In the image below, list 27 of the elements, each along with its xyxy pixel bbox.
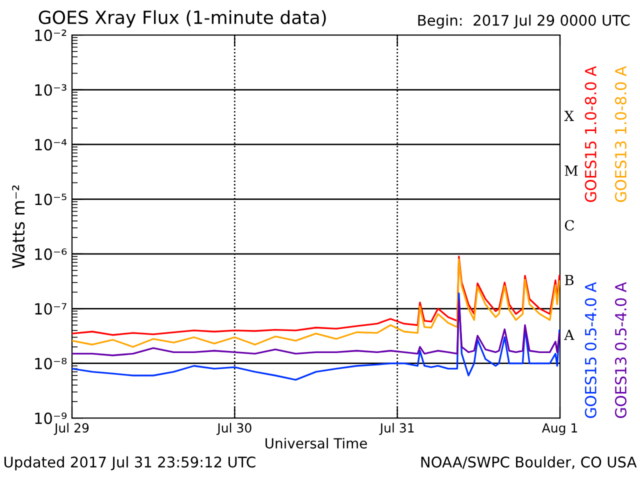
y-tick-label: 10⁻³ (35, 84, 66, 96)
text: NOAA/SWPC Boulder, CO USA (421, 456, 637, 470)
y-axis-title: Watts m⁻² (12, 185, 25, 268)
text: GOES13 0.5-4.0 A (614, 282, 627, 418)
y-tick-label: 10⁻⁸ (35, 358, 67, 370)
text: GOES15 0.5-4.0 A (584, 282, 596, 418)
text: GOES15 1.0-8.0 A (584, 66, 596, 202)
y-tick-label: 10⁻⁶ (35, 248, 67, 260)
chart-subtitle: Begin: 2017 Jul 29 0000 UTC (418, 14, 630, 29)
x-tick-label: Jul 29 (54, 422, 89, 435)
y-tick-label: 10⁻⁴ (35, 138, 67, 150)
text: Updated 2017 Jul 31 23:59:12 UTC (4, 456, 256, 470)
text: X (564, 110, 574, 121)
x-tick-label: Jul 30 (216, 422, 252, 435)
y-tick-label: 10⁻² (35, 30, 66, 42)
text: C (564, 220, 574, 231)
text: M (564, 166, 578, 176)
x-tick-label: Aug 1 (542, 423, 578, 436)
y-tick-label: 10⁻⁵ (35, 194, 66, 206)
y-tick-label: 10⁻⁷ (35, 303, 66, 315)
y-tick-label: 10⁻⁹ (35, 412, 67, 424)
x-axis-title: Universal Time (266, 438, 367, 449)
text: A (564, 330, 574, 340)
x-tick-label: Jul 31 (379, 422, 414, 435)
text: B (564, 274, 574, 286)
text: GOES13 1.0-8.0 A (614, 66, 627, 202)
chart-title: GOES Xray Flux (1-minute data) (38, 10, 326, 28)
